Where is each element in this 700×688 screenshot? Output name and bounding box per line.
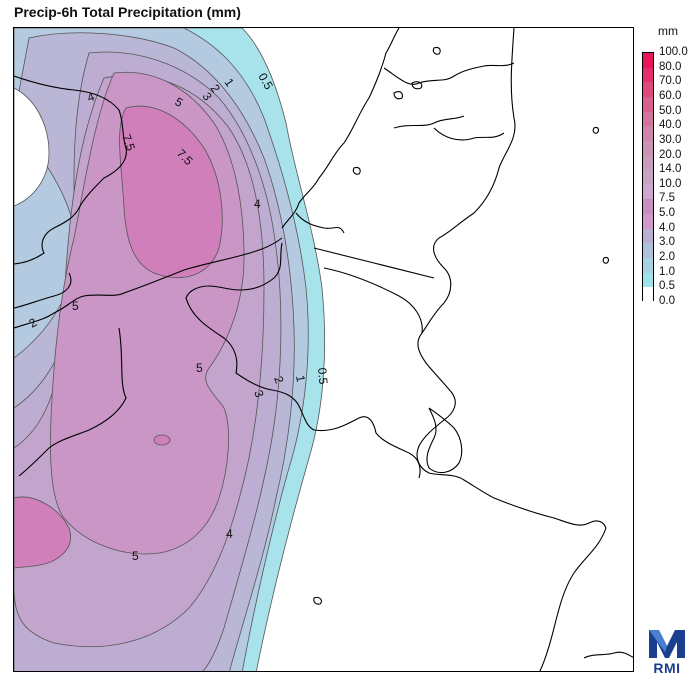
- legend-swatch: [643, 228, 653, 244]
- legend-swatch: [643, 53, 653, 69]
- legend-label: 20.0: [659, 148, 682, 161]
- legend-swatch: [643, 199, 653, 215]
- map-canvas: 0.5 1 2 3 4 5 7.5 7.5 4 5 2 5 3 2 1 0.5 …: [14, 28, 633, 671]
- legend-swatch: [643, 67, 653, 83]
- legend-label: 14.0: [659, 163, 682, 176]
- legend-swatch: [643, 96, 653, 113]
- legend-swatch: [643, 82, 653, 98]
- precip-band-7-5: [119, 105, 223, 279]
- contour-label: 2: [271, 374, 287, 385]
- contour-label: 7.5: [119, 132, 138, 153]
- legend-swatch: [643, 155, 653, 171]
- legend-swatch: [643, 258, 653, 274]
- contour-label: 3: [251, 388, 267, 399]
- contour-label: 5: [132, 549, 139, 563]
- legend-unit: mm: [658, 24, 678, 38]
- contour-label: 4: [85, 89, 96, 105]
- no-precip-area-nw: [14, 87, 50, 207]
- legend-label: 100.0: [659, 46, 688, 58]
- rmi-logo-text: RMI: [653, 660, 681, 676]
- legend-swatch: [643, 170, 653, 186]
- legend-label: 80.0: [659, 60, 682, 73]
- legend-swatch: [643, 126, 653, 142]
- precip-cell-small: [153, 434, 171, 446]
- legend-label: 7.5: [659, 192, 675, 205]
- legend-swatch: [643, 111, 653, 127]
- legend-label: 2.0: [659, 251, 675, 264]
- legend-label: 3.0: [659, 236, 675, 249]
- precipitation-legend: mm 100.0 80.0 70.0 60.0 50.0 40.0 30.0 20.0 14.0…: [642, 24, 700, 314]
- legend-swatch: [643, 140, 653, 157]
- legend-swatch: [643, 243, 653, 259]
- rmi-logo-icon: [649, 630, 685, 658]
- contour-label: 5: [72, 299, 79, 313]
- rmi-logo: RMI: [645, 626, 689, 678]
- legend-label: 0.0: [659, 295, 675, 307]
- contour-label: 5: [196, 361, 203, 375]
- map-title: Precip-6h Total Precipitation (mm): [14, 4, 241, 20]
- legend-label: 40.0: [659, 119, 682, 132]
- precip-band-7-5-sw: [14, 496, 71, 569]
- contour-label: 4: [254, 197, 261, 211]
- legend-label: 50.0: [659, 104, 682, 117]
- legend-label: 1.0: [659, 265, 675, 278]
- coastlines-and-borders: [14, 28, 633, 671]
- contour-label: 0.5: [315, 367, 330, 385]
- legend-label: 30.0: [659, 133, 682, 146]
- contour-label: 1: [293, 374, 308, 383]
- legend-color-bar: [642, 52, 654, 303]
- legend-label: 0.5: [659, 280, 675, 293]
- legend-label: 5.0: [659, 207, 675, 220]
- precipitation-map[interactable]: 0.5 1 2 3 4 5 7.5 7.5 4 5 2 5 3 2 1 0.5 …: [13, 27, 634, 672]
- legend-swatch: [643, 287, 653, 302]
- legend-label: 60.0: [659, 89, 682, 102]
- legend-label: 10.0: [659, 177, 682, 190]
- legend-swatch: [643, 272, 653, 288]
- legend-label: 70.0: [659, 75, 682, 88]
- legend-swatch: [643, 184, 653, 200]
- legend-label: 4.0: [659, 221, 675, 234]
- legend-swatch: [643, 214, 653, 230]
- contour-label: 4: [226, 527, 233, 541]
